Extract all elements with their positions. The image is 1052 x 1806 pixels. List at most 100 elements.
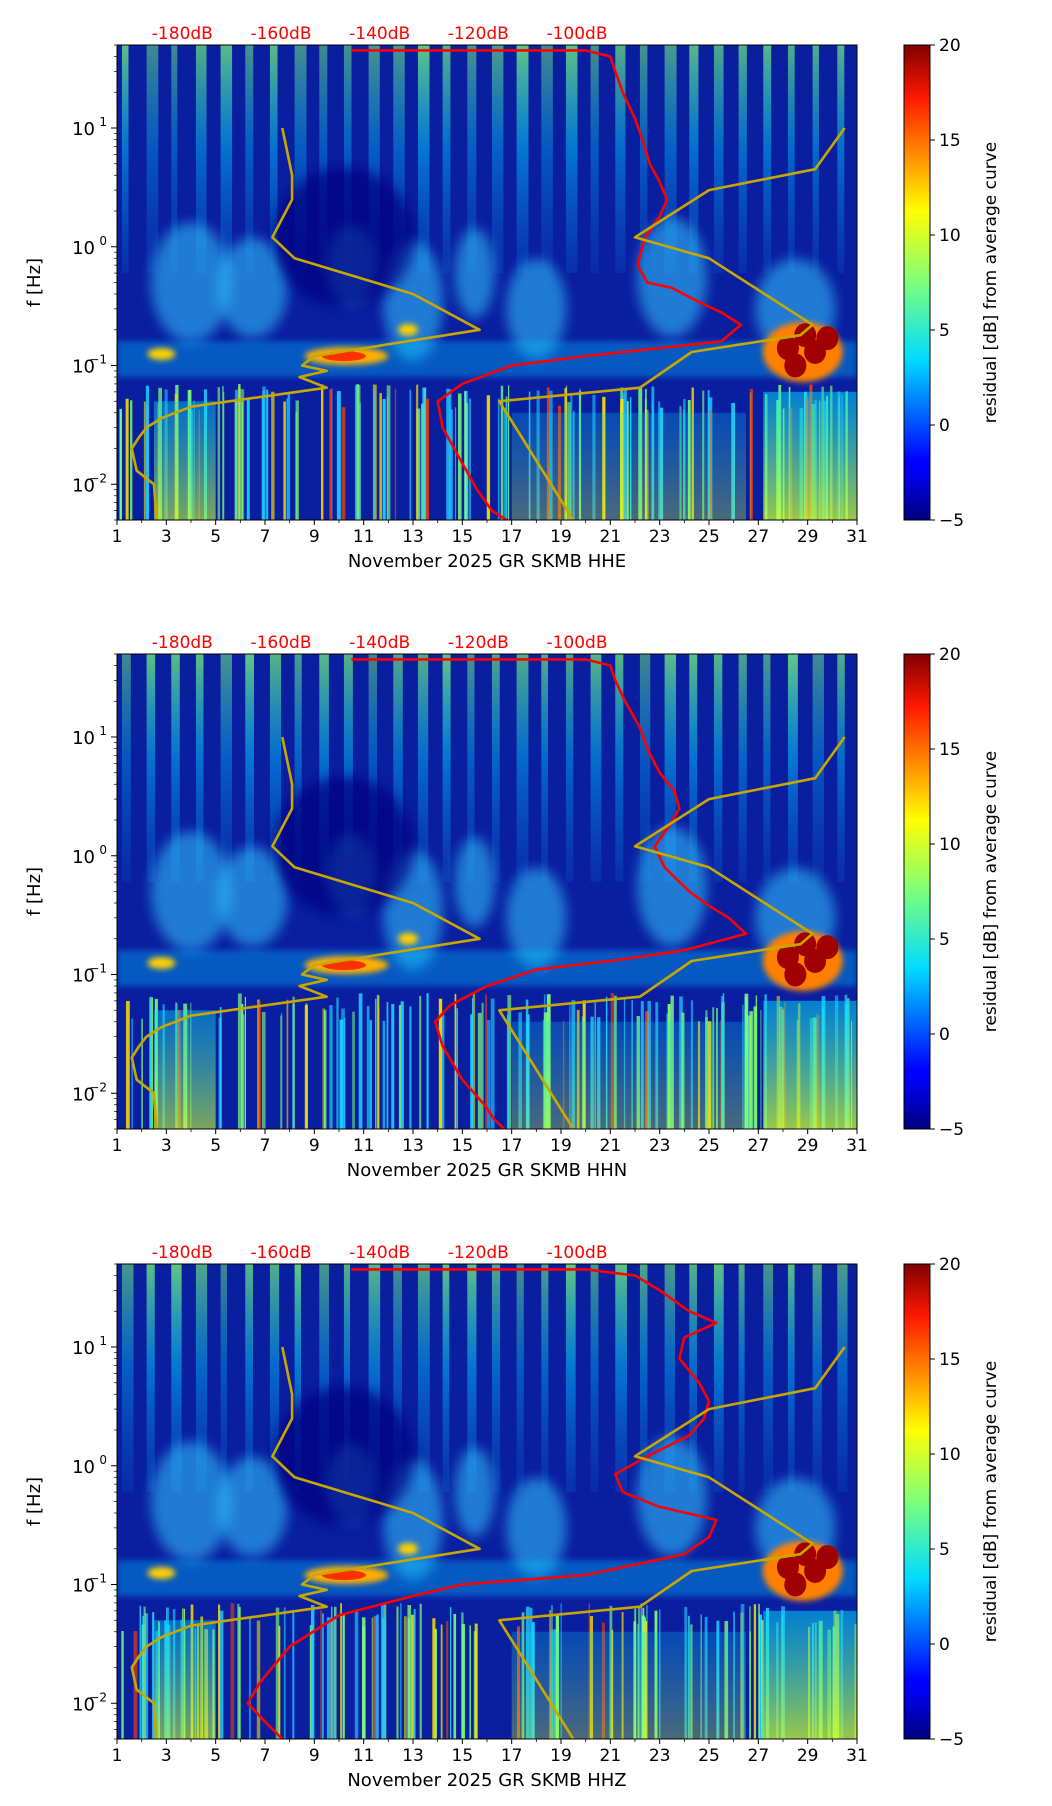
- noise-model-curve: [130, 127, 481, 520]
- low-freq-streak: [454, 993, 457, 1129]
- daily-noise-stripe: [171, 45, 178, 274]
- low-freq-streak: [468, 398, 472, 520]
- low-freq-streak: [342, 1614, 345, 1739]
- low-freq-streak: [425, 398, 429, 520]
- x-tick-label: 13: [402, 1746, 424, 1766]
- y-tick-exponent-label: −1: [89, 962, 107, 976]
- daily-noise-stripe: [763, 45, 772, 274]
- low-freq-streak: [446, 1620, 449, 1739]
- colorbar-tick-label: −5: [939, 1120, 964, 1140]
- daily-noise-stripe: [269, 45, 278, 274]
- y-tick-base: 10: [72, 847, 95, 868]
- low-freq-streak: [218, 1017, 222, 1129]
- daily-noise-stripe: [146, 45, 159, 274]
- db-scale-label: -120dB: [448, 1243, 509, 1263]
- hot-spot-core: [816, 326, 839, 351]
- x-tick-label: 21: [600, 1746, 622, 1766]
- low-freq-streak: [398, 1005, 402, 1129]
- daily-noise-stripe: [121, 45, 129, 274]
- hot-spot-core: [816, 1545, 839, 1570]
- colorbar-tick-label: 15: [939, 131, 961, 151]
- daily-noise-stripe: [417, 654, 429, 883]
- daily-noise-stripe: [121, 654, 131, 883]
- low-freq-streak: [761, 1619, 764, 1739]
- low-freq-streak: [261, 1011, 266, 1129]
- daily-noise-stripe: [812, 654, 824, 883]
- low-freq-streak: [281, 1012, 283, 1129]
- low-freq-streak: [409, 389, 412, 520]
- daily-noise-stripe: [343, 654, 353, 883]
- noise-blob: [151, 831, 231, 952]
- low-freq-streak: [286, 398, 288, 520]
- daily-noise-stripe: [565, 45, 578, 274]
- x-tick-label: 9: [309, 1136, 320, 1156]
- low-freq-streak: [749, 1011, 753, 1129]
- low-freq-streak: [256, 1620, 261, 1739]
- low-freq-streak: [438, 998, 443, 1129]
- low-freq-streak: [469, 1625, 471, 1739]
- low-freq-streak: [230, 1603, 235, 1739]
- daily-noise-stripe: [565, 654, 574, 883]
- hot-spot: [398, 323, 419, 336]
- y-tick-exponent-label: −1: [89, 1572, 107, 1586]
- y-tick-exponent-label: −2: [89, 1690, 107, 1704]
- low-freq-streak: [341, 407, 346, 520]
- spectrogram-heatmap: [117, 1264, 857, 1739]
- low-freq-streak: [257, 999, 260, 1129]
- db-scale-label: -100dB: [546, 633, 607, 653]
- noise-blob: [454, 837, 495, 928]
- x-tick-label: 1: [112, 527, 123, 547]
- x-tick-label: 13: [402, 527, 424, 547]
- daily-noise-stripe: [343, 1264, 351, 1493]
- daily-noise-stripe: [220, 45, 233, 274]
- x-tick-label: 3: [161, 1746, 172, 1766]
- daily-noise-stripe: [294, 1264, 302, 1493]
- y-tick-label: 10: [72, 1457, 95, 1478]
- y-tick-label: 10: [72, 1694, 95, 1715]
- y-tick-exponent-label: 0: [99, 1453, 107, 1467]
- low-freq-streak: [354, 1609, 359, 1739]
- low-freq-streak: [329, 1005, 333, 1129]
- microseism-band: [117, 1560, 857, 1597]
- x-tick-label: 15: [452, 527, 474, 547]
- low-freq-streak: [121, 1631, 124, 1739]
- low-freq-streak: [286, 999, 289, 1129]
- low-freq-streak: [336, 391, 341, 520]
- daily-noise-stripe: [837, 654, 845, 883]
- daily-noise-stripe: [171, 654, 180, 883]
- low-freq-streak: [500, 385, 504, 520]
- daily-noise-stripe: [467, 1264, 477, 1493]
- noise-model-curve: [497, 1346, 846, 1739]
- y-axis-label: f [Hz]: [24, 258, 45, 307]
- low-freq-streak: [320, 1610, 322, 1739]
- x-tick-label: 13: [402, 1136, 424, 1156]
- y-axis-label: f [Hz]: [24, 867, 45, 916]
- x-tick-label: 19: [550, 1746, 572, 1766]
- low-freq-streak: [120, 412, 122, 520]
- x-tick-label: 21: [600, 1136, 622, 1156]
- colorbar-tick-label: 5: [939, 930, 950, 950]
- low-freq-streak: [323, 1010, 327, 1129]
- daily-noise-stripe: [763, 654, 771, 883]
- colorbar-tick-label: 15: [939, 740, 961, 760]
- colorbar-tick-label: 0: [939, 1635, 950, 1655]
- db-scale-label: -180dB: [152, 1243, 213, 1263]
- colorbar-tick-label: 10: [939, 226, 961, 246]
- y-tick-label: 10: [72, 847, 95, 868]
- low-freq-energy: [763, 391, 857, 520]
- low-freq-streak: [477, 1012, 482, 1129]
- daily-noise-stripe: [245, 654, 255, 883]
- low-freq-streak: [237, 1603, 240, 1739]
- low-freq-streak: [278, 1625, 281, 1739]
- noise-blob: [637, 217, 707, 338]
- y-tick-base: 10: [72, 728, 95, 749]
- low-freq-streak: [461, 1624, 466, 1739]
- daily-noise-stripe: [171, 1264, 182, 1493]
- daily-noise-stripe: [713, 1264, 724, 1493]
- daily-noise-stripe: [195, 45, 207, 274]
- low-freq-streak: [358, 993, 363, 1129]
- x-tick-label: 29: [797, 527, 819, 547]
- hot-spot: [147, 1566, 176, 1579]
- daily-noise-stripe: [763, 1264, 774, 1493]
